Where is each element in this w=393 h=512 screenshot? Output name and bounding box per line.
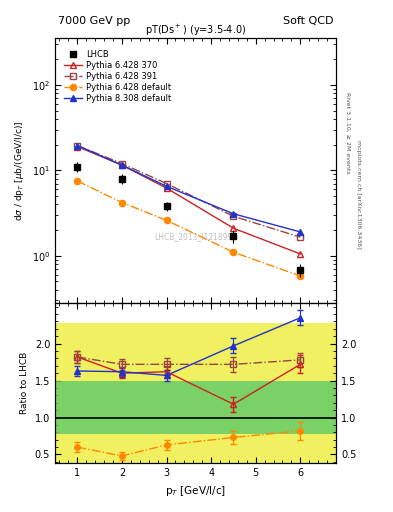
Bar [189, 380, 256, 434]
Bar [144, 323, 189, 463]
Text: LHCB_2013_I1218996: LHCB_2013_I1218996 [154, 232, 237, 241]
Text: 7000 GeV pp: 7000 GeV pp [58, 16, 130, 27]
Bar [144, 380, 189, 434]
Bar [99, 323, 144, 463]
Bar [55, 380, 99, 434]
Text: Rivet 3.1.10, ≥ 2M events: Rivet 3.1.10, ≥ 2M events [345, 92, 350, 174]
Bar [99, 380, 144, 434]
Text: Soft QCD: Soft QCD [283, 16, 333, 27]
Legend: LHCB, Pythia 6.428 370, Pythia 6.428 391, Pythia 6.428 default, Pythia 8.308 def: LHCB, Pythia 6.428 370, Pythia 6.428 391… [61, 47, 175, 106]
Bar [256, 380, 336, 434]
Bar [189, 323, 256, 463]
Y-axis label: Ratio to LHCB: Ratio to LHCB [20, 352, 29, 414]
Y-axis label: d$\sigma$ / dp$_T$ [$\mu$b/(GeV/l/c)]: d$\sigma$ / dp$_T$ [$\mu$b/(GeV/l/c)] [13, 120, 26, 221]
Bar [256, 323, 336, 463]
Bar [55, 323, 99, 463]
X-axis label: p$_T$ [GeV/l/c]: p$_T$ [GeV/l/c] [165, 484, 226, 498]
Text: mcplots.cern.ch [arXiv:1306.3436]: mcplots.cern.ch [arXiv:1306.3436] [356, 140, 361, 249]
Text: pT(Ds$^+$) (y=3.5-4.0): pT(Ds$^+$) (y=3.5-4.0) [145, 23, 246, 38]
